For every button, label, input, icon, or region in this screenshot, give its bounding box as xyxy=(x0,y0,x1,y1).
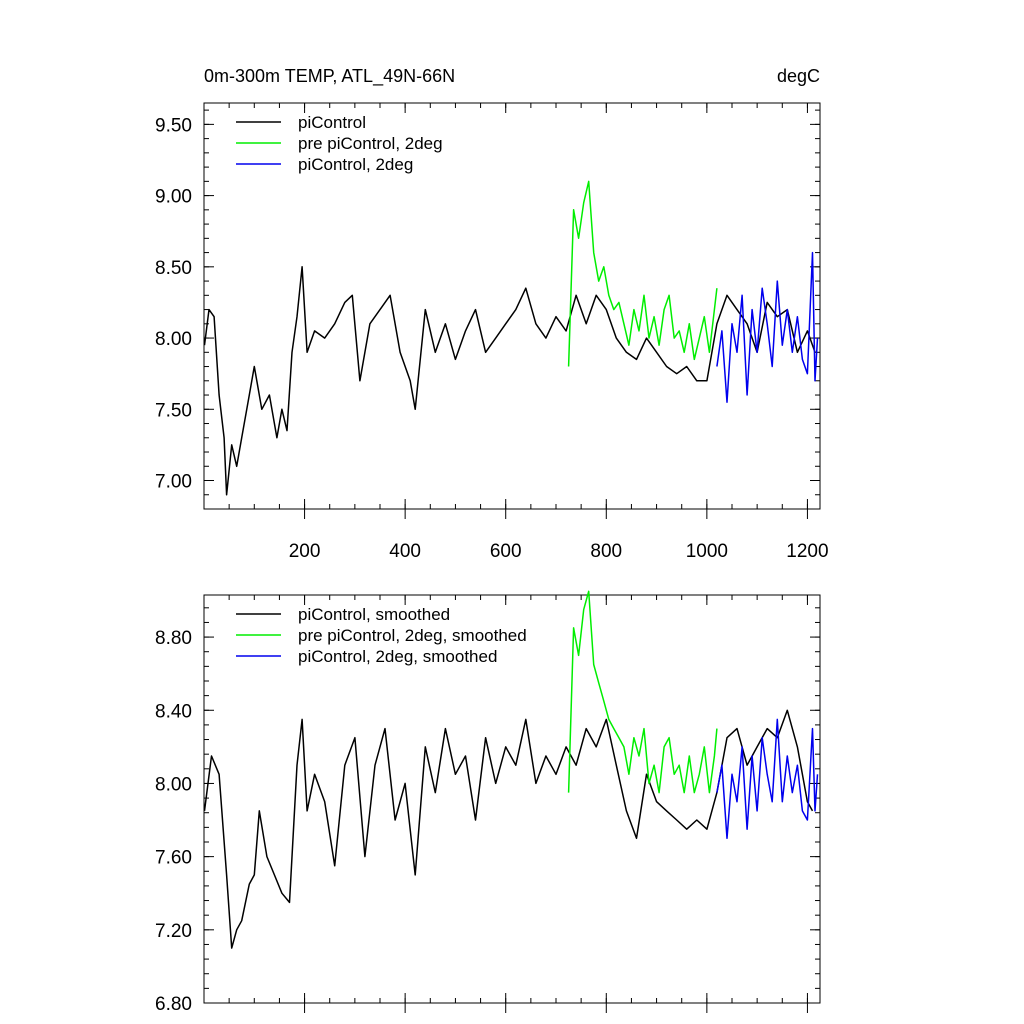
y-tick-label: 7.50 xyxy=(155,400,192,421)
y-tick-label: 9.50 xyxy=(155,115,192,136)
y-tick-label: 7.00 xyxy=(155,472,192,493)
series-line-picontrol xyxy=(203,266,816,496)
x-axis xyxy=(304,595,808,1013)
y-axis: 6.80 7.20 7.60 8.00 8.40 8.80 xyxy=(155,628,820,1015)
series-lines xyxy=(203,180,819,496)
top-panel: 0m-300m TEMP, ATL_49N-66N degC 7.00 7.50 8… xyxy=(155,66,829,562)
legend: piControl pre piControl, 2deg piControl,… xyxy=(236,113,443,174)
series-lines xyxy=(203,590,819,949)
legend-label-picontrol-smoothed: piControl, smoothed xyxy=(298,605,450,624)
legend: piControl, smoothed pre piControl, 2deg,… xyxy=(236,605,527,666)
legend-label-pre-picontrol-smoothed: pre piControl, 2deg, smoothed xyxy=(298,626,527,645)
y-tick-label: 8.00 xyxy=(155,774,192,795)
bottom-panel: 6.80 7.20 7.60 8.00 8.40 8.80 piControl, smoo… xyxy=(155,590,821,1015)
y-tick-label: 7.20 xyxy=(155,921,192,942)
series-line-pre-picontrol-2deg-smoothed xyxy=(567,590,718,794)
y-tick-label: 8.80 xyxy=(155,628,192,649)
series-line-pre-picontrol-2deg xyxy=(567,180,718,367)
units-label: degC xyxy=(777,66,820,86)
minor-ticks xyxy=(204,595,820,1004)
plot-frame xyxy=(203,102,821,510)
x-tick-label: 1000 xyxy=(686,541,728,562)
y-tick-label: 8.50 xyxy=(155,258,192,279)
legend-label-picontrol-2deg: piControl, 2deg xyxy=(298,155,413,174)
series-line-picontrol-2deg-smoothed xyxy=(716,718,819,840)
x-tick-label: 200 xyxy=(289,541,321,562)
chart-title: 0m-300m TEMP, ATL_49N-66N xyxy=(204,66,455,87)
y-tick-label: 7.60 xyxy=(155,848,192,869)
series-line-picontrol-2deg xyxy=(716,251,819,403)
y-tick-label: 6.80 xyxy=(155,994,192,1015)
y-tick-label: 8.00 xyxy=(155,329,192,350)
minor-ticks xyxy=(204,103,820,510)
y-axis: 7.00 7.50 8.00 8.50 9.00 9.50 xyxy=(155,115,820,493)
plot-frame xyxy=(203,594,821,1004)
x-axis: 200 400 600 800 1000 1200 xyxy=(289,103,829,562)
series-line-picontrol-smoothed xyxy=(203,709,814,949)
x-tick-label: 400 xyxy=(389,541,421,562)
legend-label-pre-picontrol: pre piControl, 2deg xyxy=(298,134,443,153)
y-tick-label: 9.00 xyxy=(155,187,192,208)
y-tick-label: 8.40 xyxy=(155,701,192,722)
legend-label-picontrol: piControl xyxy=(298,113,366,132)
x-tick-label: 1200 xyxy=(786,541,828,562)
legend-label-picontrol-2deg-smoothed: piControl, 2deg, smoothed xyxy=(298,647,497,666)
x-tick-label: 800 xyxy=(590,541,622,562)
x-tick-label: 600 xyxy=(490,541,522,562)
